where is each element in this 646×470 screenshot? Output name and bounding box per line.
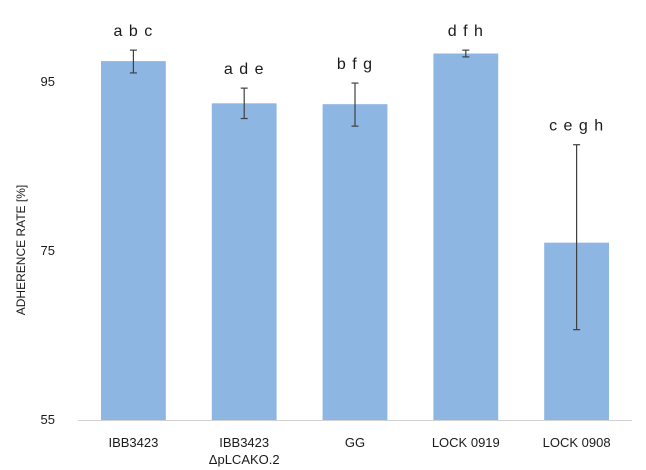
error-bar-1	[240, 87, 248, 120]
significance-label-2: b f g	[337, 56, 373, 73]
bar-0	[100, 61, 166, 420]
significance-label-1: a d e	[224, 61, 265, 78]
bar-1	[211, 103, 277, 420]
y-axis-ticks: 55 75 95	[41, 74, 55, 427]
x-axis-category-labels: IBB3423 IBB3423 ΔpLCAKO.2 GG LOCK 0919 LOCK 0…	[108, 435, 610, 467]
error-bars	[129, 49, 581, 331]
error-bar-4	[573, 144, 581, 331]
y-axis-label: ADHERENCE RATE [%]	[14, 185, 28, 315]
y-tick-label-1: 75	[41, 243, 55, 258]
category-label-2: GG	[345, 435, 365, 450]
significance-label-3: d f h	[448, 23, 484, 40]
significance-labels: a b c a d e b f g d f h c e g h	[114, 23, 604, 135]
bar-3	[433, 53, 499, 421]
category-label-1: IBB3423 ΔpLCAKO.2	[209, 435, 280, 467]
error-bar-2	[351, 82, 359, 127]
significance-label-0: a b c	[114, 23, 154, 40]
y-tick-label-0: 55	[41, 412, 55, 427]
bar-2	[322, 104, 388, 420]
error-bar-0	[129, 49, 137, 74]
significance-label-4: c e g h	[549, 118, 604, 135]
error-bar-3	[462, 49, 470, 58]
category-label-4: LOCK 0908	[543, 435, 611, 450]
category-label-3: LOCK 0919	[432, 435, 500, 450]
bars	[100, 53, 610, 421]
y-tick-label-2: 95	[41, 74, 55, 89]
category-label-0: IBB3423	[108, 435, 158, 450]
